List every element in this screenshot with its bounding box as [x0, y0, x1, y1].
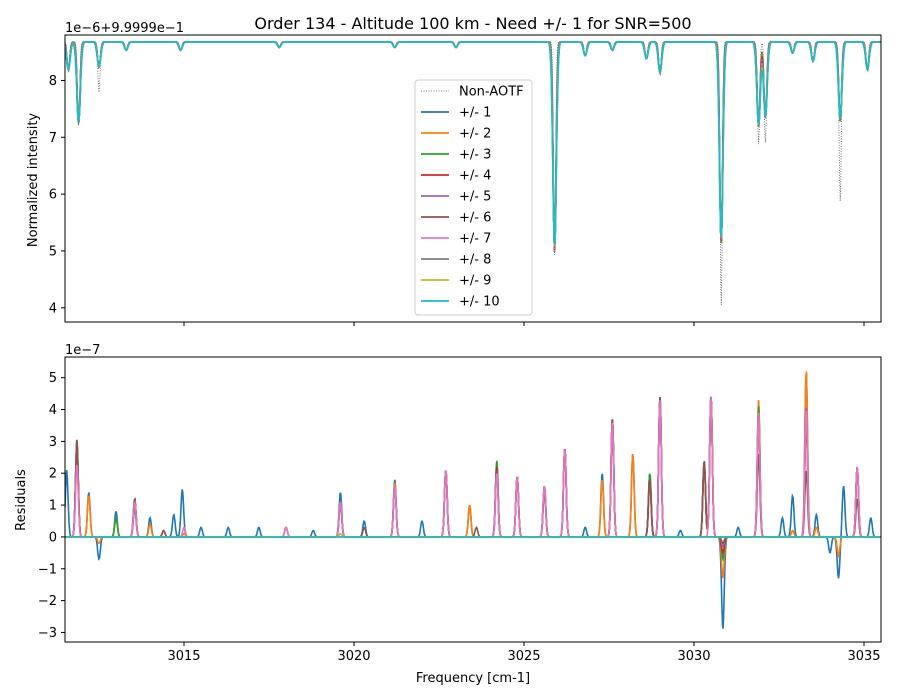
bottom-y-tick-label: 1 [49, 499, 57, 514]
legend-label: +/- 10 [459, 295, 500, 310]
bottom-x-tick-label: 3025 [507, 649, 540, 664]
bottom-y-tick-label: 0 [49, 530, 57, 545]
bottom-y-tick-label: −3 [38, 626, 57, 641]
legend-label: +/- 6 [459, 211, 491, 226]
legend-label: Non-AOTF [459, 85, 524, 100]
top-y-tick-label: 6 [49, 188, 57, 203]
bottom-y-tick-label: −1 [38, 562, 57, 577]
top-y-axis-label: Normalized intensity [26, 113, 41, 248]
top-y-tick-label: 5 [49, 244, 57, 259]
bottom-axes: −3 −2 −1 0 1 2 3 4 5 3015 3020 3025 3030 3035 [38, 371, 881, 664]
legend-item: +/- 4 [421, 169, 491, 184]
bottom-y-tick-label: 2 [49, 467, 57, 482]
top-plot-frame [64, 34, 882, 323]
top-axes: 4 5 6 7 8 [49, 74, 865, 326]
legend-item: +/- 2 [421, 127, 491, 142]
bottom-x-tick-label: 3020 [337, 649, 370, 664]
legend-label: +/- 5 [459, 190, 491, 205]
series-line-top-10 [65, 41, 881, 245]
bottom-y-tick-label: −2 [38, 594, 57, 609]
series-line-bottom-2 [65, 371, 881, 579]
legend-item: +/- 6 [421, 211, 491, 226]
legend-item: +/- 1 [421, 106, 491, 121]
bottom-y-tick-label: 3 [49, 435, 57, 450]
legend-item: +/- 8 [421, 253, 491, 268]
bottom-x-tick-label: 3030 [677, 649, 710, 664]
legend-item: +/- 9 [421, 274, 491, 289]
bottom-offset-label: 1e−7 [65, 343, 100, 358]
legend-label: +/- 1 [459, 106, 491, 121]
bottom-x-tick-label: 3035 [847, 649, 880, 664]
bottom-y-axis-label: Residuals [14, 469, 29, 531]
top-y-tick-label: 7 [49, 131, 57, 146]
legend-label: +/- 7 [459, 232, 491, 247]
legend-label: +/- 8 [459, 253, 491, 268]
legend-label: +/- 3 [459, 148, 491, 163]
bottom-plot-lines [65, 371, 881, 629]
legend-item: +/- 3 [421, 148, 491, 163]
top-offset-label: 1e−6+9.9999e−1 [65, 21, 184, 36]
legend-box [414, 79, 533, 316]
chart-title: Order 134 - Altitude 100 km - Need +/- 1… [254, 14, 691, 33]
top-plot-lines [65, 40, 881, 306]
top-y-tick-label: 4 [49, 301, 57, 316]
legend-label: +/- 2 [459, 127, 491, 142]
legend-item-non-aotf: Non-AOTF [421, 85, 524, 100]
x-axis-label: Frequency [cm-1] [416, 671, 530, 686]
legend-item: +/- 10 [421, 295, 500, 310]
legend: Non-AOTF +/- 1 +/- 2 +/- 3 +/- 4 +/- 5 +/- 6 +/… [414, 79, 533, 316]
bottom-y-tick-label: 4 [49, 403, 57, 418]
legend-item: +/- 7 [421, 232, 491, 247]
legend-item: +/- 5 [421, 190, 491, 205]
bottom-plot-frame [64, 356, 882, 643]
legend-label: +/- 4 [459, 169, 491, 184]
bottom-y-tick-label: 5 [49, 371, 57, 386]
top-y-tick-label: 8 [49, 74, 57, 89]
legend-label: +/- 9 [459, 274, 491, 289]
bottom-x-tick-label: 3015 [167, 649, 200, 664]
